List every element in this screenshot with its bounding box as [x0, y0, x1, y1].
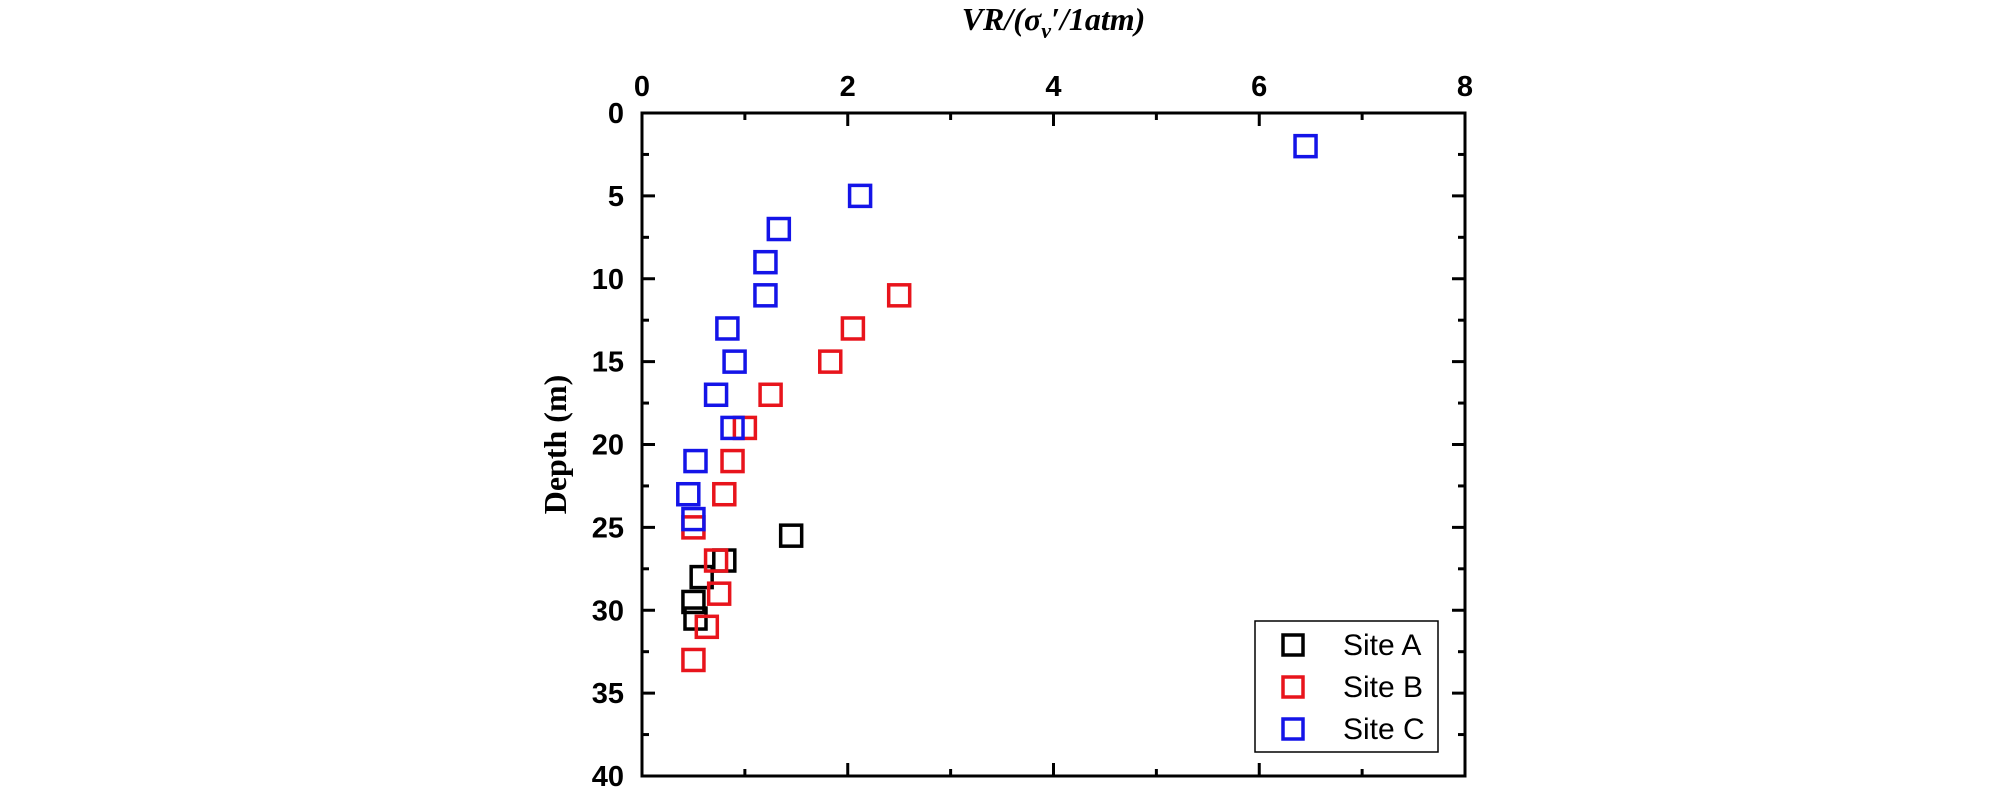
x-tick-label: 8 — [1457, 71, 1473, 103]
y-tick-label: 30 — [592, 595, 624, 627]
y-tick-label: 15 — [592, 347, 624, 379]
series-site-c — [676, 133, 1318, 532]
legend-marker — [1281, 633, 1305, 657]
data-point — [694, 614, 720, 640]
x-tick-label: 2 — [840, 71, 856, 103]
y-tick-label: 10 — [592, 264, 624, 296]
data-point — [1293, 133, 1318, 159]
x-tick-labels: 0 2 4 6 8 — [634, 71, 1473, 103]
data-point — [758, 382, 783, 408]
data-point — [712, 481, 737, 507]
x-axis-title: VR/(σv′/1atm) — [962, 1, 1146, 43]
axis-ticks — [640, 111, 1467, 778]
data-point — [712, 548, 737, 573]
series-site-b — [681, 283, 912, 673]
data-point — [703, 382, 729, 408]
data-point — [681, 506, 706, 532]
data-point — [676, 481, 701, 507]
series-site-a — [681, 523, 804, 631]
legend-marker — [1281, 675, 1305, 699]
data-point — [766, 216, 792, 242]
data-point — [753, 283, 778, 308]
data-point — [732, 415, 758, 441]
data-point — [683, 448, 708, 474]
y-tick-label: 40 — [592, 761, 624, 789]
x-tick-label: 6 — [1251, 71, 1267, 103]
legend: Site A Site B Site C — [1254, 620, 1439, 753]
y-tick-label: 20 — [592, 430, 624, 462]
data-point — [715, 316, 740, 341]
x-tick-label: 0 — [634, 71, 650, 103]
data-point — [753, 249, 778, 275]
data-points — [676, 133, 1318, 673]
data-point — [681, 647, 706, 673]
data-point — [703, 548, 729, 573]
y-axis-title: Depth (m) — [537, 375, 573, 515]
legend-label: Site A — [1343, 629, 1421, 662]
data-point — [722, 349, 747, 374]
legend-label: Site C — [1343, 713, 1425, 746]
data-point — [720, 448, 745, 474]
legend-label: Site B — [1343, 671, 1423, 704]
data-point — [706, 581, 732, 606]
y-tick-label: 5 — [608, 181, 624, 213]
y-tick-label: 35 — [592, 678, 624, 710]
x-tick-label: 4 — [1045, 71, 1061, 103]
data-point — [681, 515, 706, 540]
data-point — [847, 183, 873, 209]
legend-box — [1254, 620, 1439, 753]
data-point — [818, 349, 843, 374]
data-point — [681, 589, 706, 615]
data-point — [689, 564, 714, 590]
y-tick-label: 0 — [608, 98, 624, 130]
data-point — [778, 523, 804, 548]
data-point — [886, 283, 912, 308]
legend-marker — [1281, 717, 1305, 741]
y-tick-labels: 0 5 10 15 20 25 30 35 40 — [592, 98, 624, 789]
y-tick-label: 25 — [592, 512, 624, 544]
data-point — [840, 316, 866, 341]
data-point — [720, 415, 745, 441]
